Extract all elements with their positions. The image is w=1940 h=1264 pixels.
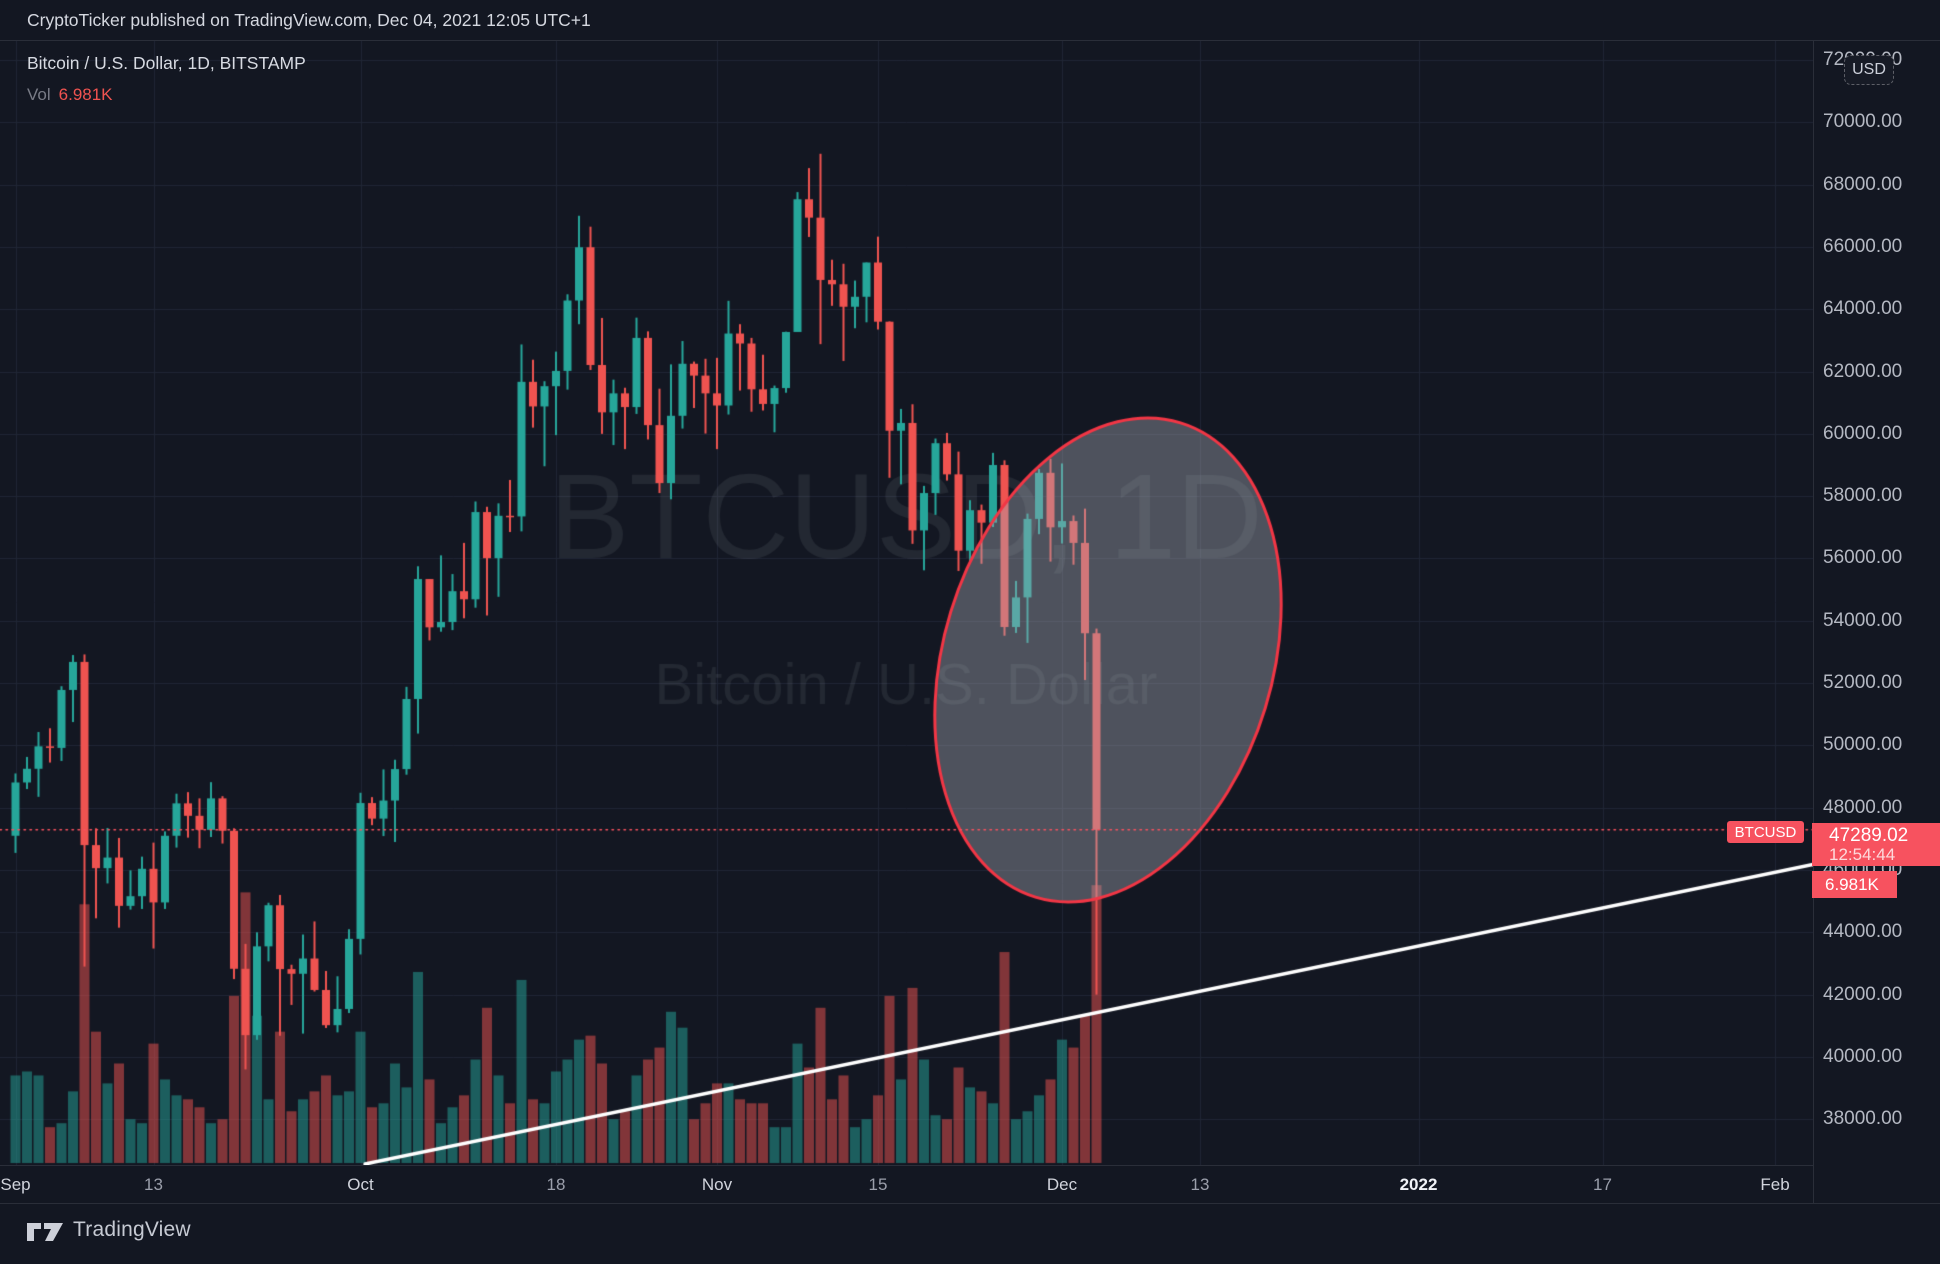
time-axis-label: Feb <box>1760 1175 1790 1194</box>
time-axis-label: Nov <box>701 1175 733 1194</box>
volume-axis-label: 6.981K <box>1812 871 1897 898</box>
last-price-symbol-tag: BTCUSD <box>1727 821 1804 843</box>
time-axis-label: 15 <box>868 1175 888 1194</box>
price-axis-label: 66000.00 <box>1823 235 1903 257</box>
price-axis-label: 52000.00 <box>1823 672 1903 694</box>
price-axis-label: 62000.00 <box>1823 360 1903 382</box>
currency-toggle-button[interactable]: USD <box>1844 55 1894 85</box>
last-price-value: 47289.02 <box>1829 825 1909 846</box>
price-axis-label: 70000.00 <box>1823 111 1903 133</box>
price-axis-label: 58000.00 <box>1823 485 1903 507</box>
volume-value: 6.981K <box>58 85 113 104</box>
tradingview-logo-text: TradingView <box>73 1218 191 1241</box>
price-axis-label: 50000.00 <box>1823 734 1903 756</box>
price-axis-label: 42000.00 <box>1823 983 1903 1005</box>
pane-top-border <box>0 40 1940 41</box>
price-axis-label: 54000.00 <box>1823 609 1903 631</box>
tradingview-logo-icon <box>27 1222 63 1241</box>
price-axis-label: 60000.00 <box>1823 422 1903 444</box>
price-axis-border <box>1813 40 1814 1203</box>
price-axis-label: 40000.00 <box>1823 1045 1903 1067</box>
chart-legend: Bitcoin / U.S. Dollar, 1D, BITSTAMP Vol 6… <box>27 52 306 105</box>
time-axis-label: Oct <box>347 1175 374 1194</box>
time-axis-label: Sep <box>0 1175 31 1194</box>
time-axis-label: 18 <box>546 1175 566 1194</box>
time-axis-label: Dec <box>1046 1175 1078 1194</box>
time-axis-bottom-border <box>0 1203 1940 1204</box>
price-axis-label: 56000.00 <box>1823 547 1903 569</box>
price-axis-label: 38000.00 <box>1823 1108 1903 1130</box>
publish-info-bar: CryptoTicker published on TradingView.co… <box>27 10 591 30</box>
price-axis-label: 68000.00 <box>1823 173 1903 195</box>
volume-legend-row: Vol 6.981K <box>27 85 306 105</box>
volume-label: Vol <box>27 85 51 104</box>
price-axis-label: 48000.00 <box>1823 796 1903 818</box>
price-axis-label: 64000.00 <box>1823 298 1903 320</box>
time-axis-label: 2022 <box>1399 1175 1438 1194</box>
tradingview-logo[interactable]: TradingView <box>27 1218 191 1242</box>
time-axis-label: 13 <box>1190 1175 1210 1194</box>
price-axis[interactable]: 38000.00 40000.00 42000.00 44000.00 46000.00… <box>1813 40 1940 1203</box>
chart-bottom-border <box>0 1165 1813 1166</box>
price-axis-label: 44000.00 <box>1823 921 1903 943</box>
last-price-axis-label: 47289.02 12:54:44 <box>1812 823 1940 866</box>
bar-close-countdown: 12:54:44 <box>1829 845 1896 864</box>
time-axis-label: 13 <box>144 1175 163 1194</box>
time-axis[interactable]: Sep 13 Oct 18 Nov 15 Dec 13 2022 17 Feb <box>0 1165 1940 1203</box>
time-axis-label: 17 <box>1593 1175 1612 1194</box>
price-chart-canvas[interactable] <box>0 40 1813 1165</box>
symbol-title[interactable]: Bitcoin / U.S. Dollar, 1D, BITSTAMP <box>27 53 306 73</box>
